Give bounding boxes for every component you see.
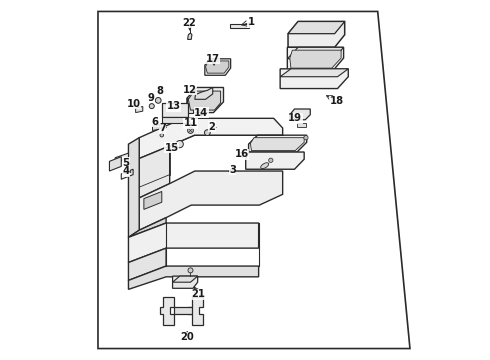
Polygon shape — [290, 109, 310, 120]
Polygon shape — [297, 123, 306, 127]
Circle shape — [188, 268, 193, 273]
Text: 22: 22 — [183, 18, 196, 28]
Text: 13: 13 — [167, 101, 181, 111]
Polygon shape — [205, 59, 231, 75]
Text: 15: 15 — [165, 143, 178, 153]
Polygon shape — [245, 152, 304, 169]
Text: 9: 9 — [147, 93, 154, 103]
Polygon shape — [188, 33, 192, 40]
Polygon shape — [195, 87, 213, 99]
Text: 4: 4 — [122, 166, 129, 176]
Text: 7: 7 — [159, 123, 166, 133]
Text: 20: 20 — [180, 332, 194, 342]
Text: 6: 6 — [151, 117, 158, 127]
Polygon shape — [280, 69, 348, 89]
Text: 21: 21 — [192, 289, 205, 299]
Polygon shape — [98, 12, 410, 348]
Polygon shape — [128, 218, 166, 237]
Text: 1: 1 — [248, 17, 255, 27]
Polygon shape — [205, 61, 229, 73]
Polygon shape — [144, 192, 162, 210]
Text: 5: 5 — [122, 158, 129, 168]
Polygon shape — [288, 22, 344, 47]
Polygon shape — [248, 135, 307, 152]
Polygon shape — [136, 107, 143, 113]
Circle shape — [155, 98, 161, 103]
Polygon shape — [109, 157, 122, 171]
Polygon shape — [128, 248, 166, 280]
Polygon shape — [172, 276, 197, 282]
Polygon shape — [122, 169, 133, 179]
Text: 18: 18 — [329, 96, 343, 106]
Polygon shape — [162, 103, 188, 117]
Text: 14: 14 — [194, 108, 208, 118]
Polygon shape — [128, 223, 259, 262]
Text: 11: 11 — [183, 118, 197, 128]
Polygon shape — [115, 153, 128, 163]
Polygon shape — [250, 138, 304, 150]
Polygon shape — [287, 47, 343, 59]
Polygon shape — [172, 276, 197, 288]
Text: 19: 19 — [288, 113, 302, 123]
Circle shape — [269, 158, 273, 162]
Text: 3: 3 — [229, 165, 236, 175]
Ellipse shape — [261, 163, 269, 168]
Polygon shape — [174, 307, 192, 315]
Polygon shape — [128, 266, 259, 289]
Text: 17: 17 — [206, 54, 220, 64]
Text: 12: 12 — [182, 85, 196, 95]
Polygon shape — [187, 87, 223, 113]
Polygon shape — [280, 69, 348, 77]
Circle shape — [188, 128, 194, 134]
Polygon shape — [139, 118, 283, 158]
Text: 10: 10 — [127, 99, 141, 109]
Polygon shape — [160, 297, 174, 325]
Circle shape — [176, 140, 183, 148]
Circle shape — [149, 104, 154, 109]
Polygon shape — [188, 297, 203, 325]
Polygon shape — [139, 146, 170, 198]
Polygon shape — [162, 117, 188, 123]
Polygon shape — [139, 171, 283, 230]
Circle shape — [204, 130, 210, 135]
Polygon shape — [287, 47, 343, 69]
Polygon shape — [152, 125, 160, 131]
Polygon shape — [288, 22, 344, 34]
Circle shape — [160, 134, 164, 137]
Text: 8: 8 — [156, 86, 163, 96]
Text: 16: 16 — [234, 149, 248, 159]
Text: 2: 2 — [209, 122, 216, 132]
Polygon shape — [187, 98, 193, 113]
Polygon shape — [290, 50, 341, 68]
Polygon shape — [230, 24, 248, 28]
Polygon shape — [188, 91, 220, 110]
Polygon shape — [128, 138, 139, 237]
Circle shape — [304, 135, 308, 140]
